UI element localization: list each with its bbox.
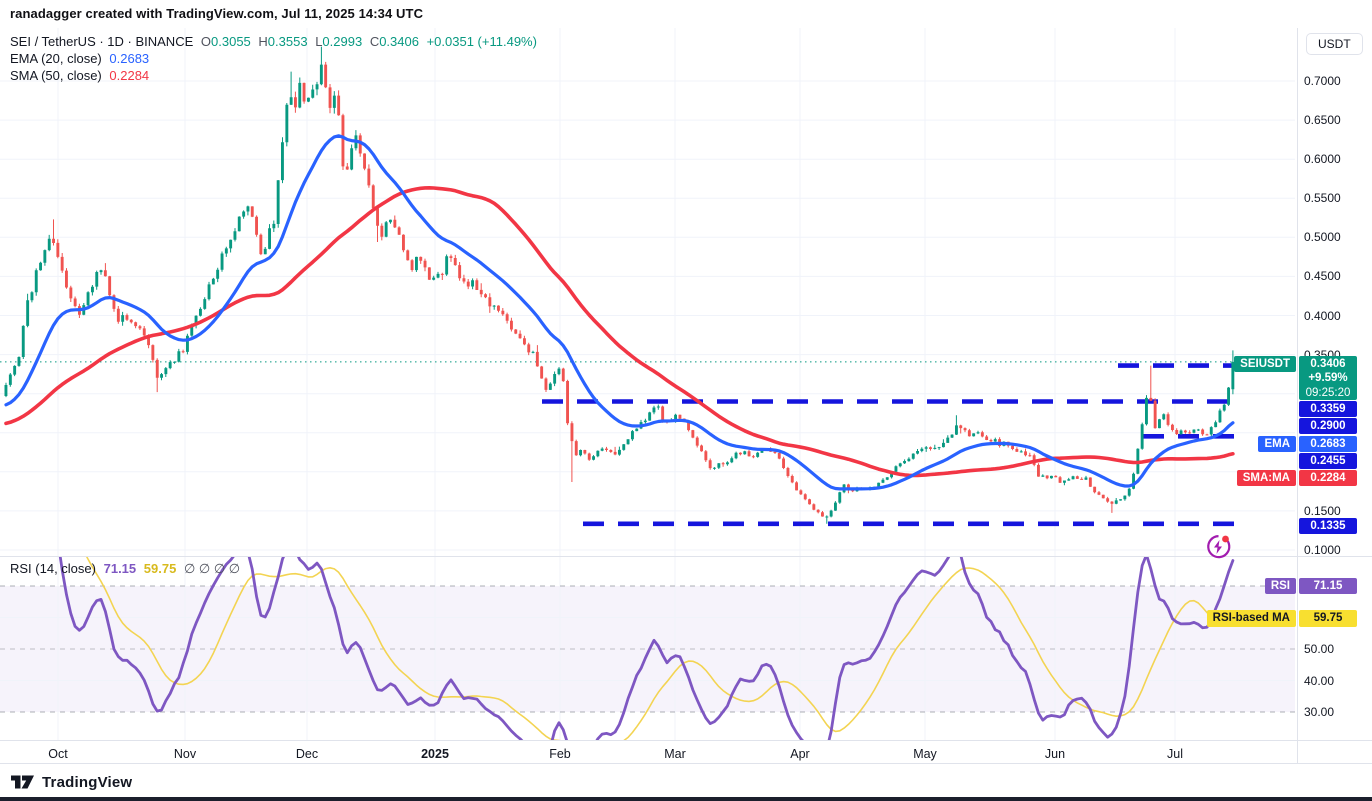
badge-notification-dot: [1222, 535, 1229, 543]
level-price-box-01335: 0.1335: [1299, 518, 1357, 534]
tradingview-logo-icon[interactable]: [10, 772, 35, 792]
level-price-box-02455: 0.2455: [1299, 453, 1357, 469]
price-tick-label: 0.1500: [1304, 504, 1341, 518]
price-tick-label: 0.5500: [1304, 191, 1341, 205]
bottom-window-strip: [0, 797, 1372, 801]
time-axis-month-label: Oct: [48, 747, 68, 761]
footer: TradingView: [10, 772, 132, 792]
price-tick-label: 0.7000: [1304, 74, 1341, 88]
open-label: O: [200, 34, 212, 49]
symbol-legend-row[interactable]: SEI / TetherUS · 1D · BINANCE O0.3055 H0…: [10, 34, 541, 49]
time-axis-month-label: May: [913, 747, 937, 761]
low-value: 0.2993: [322, 34, 363, 49]
rsi-pane-bottom-separator: [0, 740, 1372, 741]
low-label: L: [315, 34, 323, 49]
close-label: C: [369, 34, 380, 49]
last-price-box: 0.3406 +9.59% 09:25:20: [1299, 356, 1357, 400]
time-axis-month-label: Feb: [549, 747, 571, 761]
rsi-empty-slots: ∅ ∅ ∅ ∅: [183, 561, 241, 576]
high-value: 0.3553: [267, 34, 308, 49]
price-tick-label: 0.4500: [1304, 269, 1341, 283]
sma-value: 0.2284: [109, 68, 150, 83]
ema-legend-row[interactable]: EMA (20, close) 0.2683: [10, 51, 153, 66]
seiusdt-series-tag[interactable]: SEIUSDT: [1234, 356, 1296, 372]
rsi-pane-chart[interactable]: [0, 557, 1297, 740]
rsi-ma-series-tag[interactable]: RSI-based MA: [1206, 610, 1296, 627]
last-price-percent: +9.59%: [1308, 372, 1348, 385]
level-price-box-03359: 0.3359: [1299, 401, 1357, 417]
time-axis-month-label: 2025: [421, 747, 449, 761]
lightning-icon: [1214, 540, 1222, 554]
boost-lightning-badge[interactable]: [1203, 531, 1233, 561]
price-pane-chart[interactable]: [0, 28, 1297, 556]
ema-20-line[interactable]: [4, 134, 1235, 491]
ema-price-box: 0.2683: [1299, 436, 1357, 452]
ema-value: 0.2683: [109, 51, 150, 66]
currency-toggle-button[interactable]: USDT: [1306, 33, 1363, 55]
sma-series-tag[interactable]: SMA:MA: [1236, 470, 1296, 486]
ema-label: EMA (20, close): [10, 51, 102, 66]
time-axis-month-label: Apr: [790, 747, 810, 761]
level-price-box-02900: 0.2900: [1299, 418, 1357, 434]
time-axis-month-label: Jun: [1044, 747, 1066, 761]
rsi-series-tag[interactable]: RSI: [1264, 578, 1296, 594]
sma-price-box: 0.2284: [1299, 470, 1357, 486]
time-axis-month-label: Dec: [295, 747, 319, 761]
last-price-value: 0.3406: [1310, 358, 1346, 370]
rsi-label: RSI (14, close): [10, 561, 96, 576]
sma-50-line[interactable]: [4, 186, 1235, 478]
rsi-tick-label: 40.00: [1304, 674, 1335, 688]
sma-label: SMA (50, close): [10, 68, 102, 83]
rsi-value: 71.15: [103, 561, 137, 576]
time-axis-month-label: Jul: [1167, 747, 1183, 761]
change-value: +0.0351 (+11.49%): [426, 34, 537, 49]
attribution-text: ranadagger created with TradingView.com,…: [10, 6, 424, 21]
rsi-based-ma-line[interactable]: [6, 557, 1234, 740]
rsi-ma-value: 59.75: [143, 561, 177, 576]
high-label: H: [258, 34, 268, 49]
open-value: 0.3055: [211, 34, 251, 49]
rsi-tick-label: 30.00: [1304, 705, 1335, 719]
price-tick-label: 0.4000: [1304, 309, 1341, 323]
close-value: 0.3406: [379, 34, 419, 49]
bar-countdown: 09:25:20: [1305, 386, 1351, 399]
price-axis-border: [1297, 28, 1298, 763]
rsi-line[interactable]: [6, 557, 1235, 740]
price-tick-label: 0.1000: [1304, 543, 1341, 557]
sma-legend-row[interactable]: SMA (50, close) 0.2284: [10, 68, 153, 83]
rsi-ma-value-box: 59.75: [1299, 610, 1357, 627]
rsi-legend-row[interactable]: RSI (14, close) 71.15 59.75 ∅ ∅ ∅ ∅: [10, 561, 244, 577]
tradingview-brand-text[interactable]: TradingView: [42, 773, 133, 791]
time-axis-bottom-border: [0, 763, 1372, 764]
price-tick-label: 0.6000: [1304, 152, 1341, 166]
rsi-tick-label: 50.00: [1304, 642, 1335, 656]
price-tick-label: 0.5000: [1304, 230, 1341, 244]
pane-separator[interactable]: [0, 556, 1372, 557]
price-tick-label: 0.6500: [1304, 113, 1341, 127]
ema-series-tag[interactable]: EMA: [1258, 436, 1296, 452]
time-axis-month-label: Nov: [173, 747, 197, 761]
rsi-value-box: 71.15: [1299, 578, 1357, 594]
time-axis-month-label: Mar: [664, 747, 686, 761]
symbol-title[interactable]: SEI / TetherUS · 1D · BINANCE: [10, 34, 194, 49]
